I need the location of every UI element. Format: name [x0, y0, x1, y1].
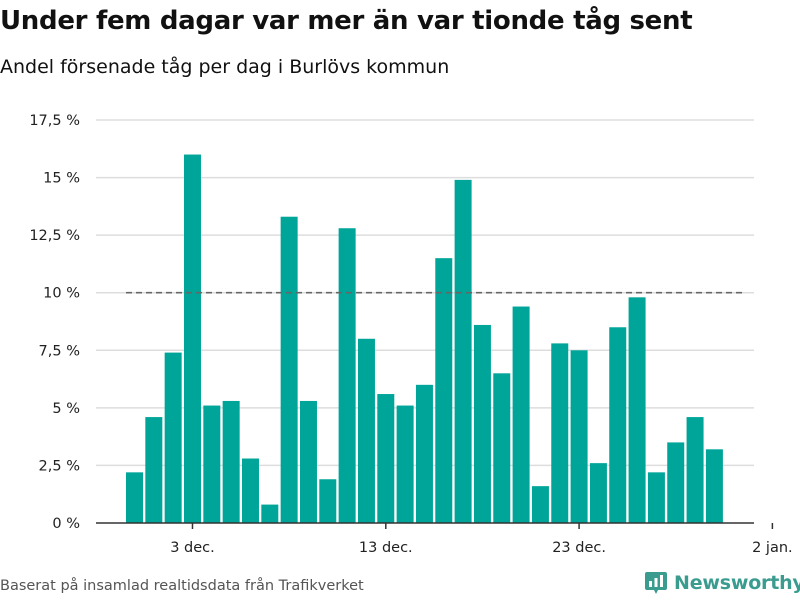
bar	[609, 327, 627, 523]
bar	[512, 306, 530, 523]
source-note: Baserat på insamlad realtidsdata från Tr…	[0, 578, 364, 594]
bar	[686, 417, 704, 523]
bar	[589, 463, 607, 523]
bar	[203, 405, 221, 523]
y-tick-label: 17,5 %	[29, 113, 80, 129]
bar	[647, 472, 665, 523]
x-tick-label: 23 dec.	[552, 540, 606, 556]
bar	[705, 449, 723, 523]
bar	[435, 258, 453, 523]
newsworthy-logo: Newsworthy	[644, 570, 800, 596]
logo-text: Newsworthy	[674, 572, 800, 594]
y-tick-label: 7,5 %	[39, 343, 80, 359]
bar	[473, 324, 491, 523]
bar	[126, 472, 143, 523]
y-tick-label: 10 %	[43, 286, 80, 302]
bar	[241, 458, 259, 523]
bar	[183, 154, 201, 524]
bars	[126, 154, 723, 524]
y-tick-label: 15 %	[43, 171, 80, 187]
y-tick-label: 0 %	[52, 516, 80, 532]
bar	[454, 179, 472, 523]
bar	[493, 373, 511, 523]
y-tick-label: 5 %	[52, 401, 80, 417]
bar	[570, 350, 588, 523]
bar	[415, 384, 433, 523]
x-tick-label: 2 jan.	[752, 540, 793, 556]
bar	[377, 394, 395, 523]
bar	[551, 343, 569, 523]
bar	[222, 400, 240, 523]
bar	[531, 486, 549, 523]
bar	[338, 228, 356, 524]
bar	[280, 216, 298, 523]
y-tick-label: 2,5 %	[39, 458, 80, 474]
y-tick-label: 12,5 %	[29, 228, 80, 244]
bar	[628, 297, 646, 523]
chart-subtitle: Andel försenade tåg per dag i Burlövs ko…	[0, 56, 450, 78]
bar	[261, 504, 279, 523]
x-tick-label: 3 dec.	[170, 540, 215, 556]
bar	[667, 442, 685, 523]
chart-title: Under fem dagar var mer än var tionde tå…	[0, 6, 693, 36]
bar	[145, 417, 163, 523]
bar	[396, 405, 414, 523]
bar	[299, 400, 317, 523]
y-axis-labels: 0 % 2,5 % 5 % 7,5 % 10 % 12,5 % 15 % 17,5 %	[29, 113, 80, 532]
bar	[319, 479, 337, 523]
x-tick-label: 13 dec.	[359, 540, 413, 556]
bar-chart-logo-icon	[645, 572, 667, 594]
x-axis: 3 dec. 13 dec. 23 dec. 2 jan.	[96, 522, 793, 556]
bar	[357, 338, 375, 523]
bar	[164, 352, 182, 523]
